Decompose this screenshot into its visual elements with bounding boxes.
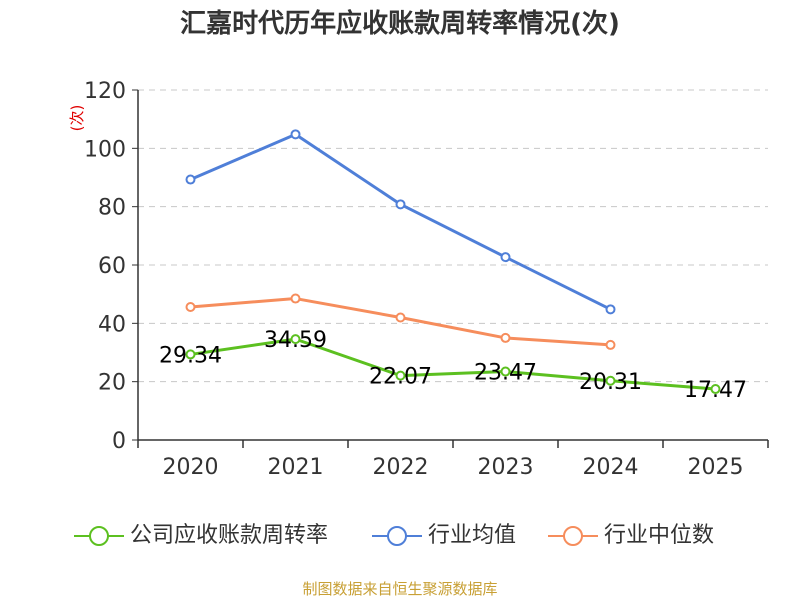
data-label: 22.07 (369, 365, 432, 390)
series-line-0 (189, 337, 717, 391)
data-point-0-2 (395, 370, 406, 381)
legend-marker-industry-median (548, 526, 598, 546)
grid-lines (138, 89, 768, 383)
data-label: 23.47 (474, 361, 537, 386)
y-tick-label: 80 (98, 196, 126, 221)
data-label: 17.47 (684, 378, 747, 403)
data-label: 20.31 (579, 370, 642, 395)
y-tick-label: 20 (98, 371, 126, 396)
legend-label-industry-median: 行业中位数 (604, 523, 715, 548)
legend-marker-company (74, 526, 124, 546)
y-tick-label: 60 (98, 254, 126, 279)
x-tick-label: 2024 (583, 455, 639, 480)
series-line-1 (189, 132, 612, 311)
data-point-0-3 (500, 366, 511, 377)
data-point-2-2 (395, 312, 406, 323)
series-lines (185, 129, 721, 395)
x-tick-label: 2025 (688, 455, 744, 480)
chart-title: 汇嘉时代历年应收账款周转率情况(次) (180, 9, 620, 39)
data-point-1-0 (185, 174, 196, 185)
data-label: 34.59 (264, 328, 327, 353)
x-tick-label: 2020 (163, 455, 219, 480)
data-point-2-0 (185, 302, 196, 312)
x-tick-label: 2023 (478, 455, 534, 480)
legend-label-company: 公司应收账款周转率 (130, 523, 329, 548)
y-tick-label: 120 (84, 79, 126, 104)
data-source-note: 制图数据来自恒生聚源数据库 (302, 580, 498, 598)
data-label: 29.34 (159, 343, 222, 368)
legend-item-industry-mean[interactable]: 行业均值 (372, 516, 516, 556)
y-tick-label: 100 (84, 137, 126, 162)
y-tick-label: 40 (98, 312, 126, 337)
legend: 公司应收账款周转率 行业均值 行业中位数 (0, 516, 800, 556)
legend-item-industry-median[interactable]: 行业中位数 (548, 516, 714, 556)
data-point-2-4 (605, 339, 616, 350)
data-point-0-0 (185, 349, 196, 360)
data-point-2-1 (290, 293, 301, 304)
data-point-0-5 (710, 384, 721, 395)
legend-label-industry-mean: 行业均值 (428, 523, 517, 548)
y-tick-label: 0 (112, 429, 126, 454)
data-point-1-2 (395, 199, 406, 210)
data-point-1-3 (500, 252, 511, 263)
data-point-0-4 (605, 375, 616, 386)
data-point-1-1 (290, 129, 301, 140)
data-labels: 29.34 34.59 22.07 23.47 20.31 17.47 (159, 328, 747, 403)
legend-marker-industry-mean (372, 526, 422, 546)
data-point-2-3 (500, 332, 511, 343)
axes: 0 20 40 60 80 100 120 2020 2021 2022 2023 2024 2025 (84, 79, 769, 480)
x-tick-label: 2022 (373, 455, 429, 480)
x-tick-label: 2021 (268, 455, 324, 480)
data-point-1-4 (605, 304, 616, 315)
legend-item-company[interactable]: 公司应收账款周转率 (74, 516, 328, 556)
data-point-0-1 (290, 334, 301, 345)
